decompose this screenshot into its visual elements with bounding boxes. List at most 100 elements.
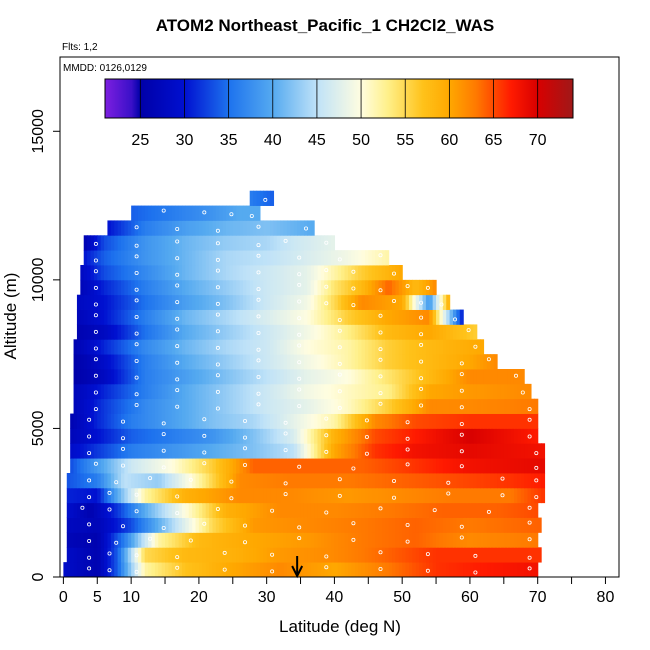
band-cell — [256, 294, 261, 310]
band-cell — [134, 220, 139, 236]
band-cell — [307, 398, 312, 414]
band-cell — [358, 532, 363, 548]
band-cell — [266, 324, 271, 340]
band-cell — [100, 354, 105, 370]
band-cell — [500, 369, 505, 385]
band-cell — [110, 547, 115, 563]
band-cell — [402, 279, 407, 296]
band-cell — [307, 383, 312, 400]
band-cell — [283, 473, 288, 489]
band-cell — [131, 205, 136, 221]
band-cell — [90, 487, 95, 504]
band-cell — [320, 443, 325, 459]
band-cell — [87, 532, 92, 548]
band-cell — [198, 265, 203, 281]
band-cell — [97, 324, 102, 340]
band-cell — [185, 309, 190, 325]
sample-point — [93, 302, 98, 307]
band-cell — [337, 487, 342, 504]
sample-point — [324, 554, 329, 559]
band-cell — [171, 547, 176, 563]
band-cell — [503, 428, 508, 444]
band-cell — [358, 443, 363, 459]
band-cell — [290, 354, 295, 370]
band-cell — [124, 279, 129, 296]
band-cell — [215, 473, 220, 489]
band-cell — [124, 354, 129, 370]
band-cell — [273, 279, 278, 296]
band-cell — [303, 562, 308, 577]
band-cell — [344, 339, 349, 355]
band-cell — [297, 369, 302, 385]
band-cell — [381, 294, 386, 310]
band-cell — [192, 532, 197, 548]
band-cell — [439, 354, 444, 370]
sample-point — [378, 330, 383, 335]
band-cell — [317, 487, 322, 504]
band-cell — [361, 443, 366, 459]
band-cell — [490, 473, 495, 489]
band-cell — [419, 502, 424, 518]
band-cell — [314, 428, 319, 444]
band-cell — [395, 547, 400, 563]
band-cell — [97, 517, 102, 533]
band-cell — [415, 383, 420, 400]
band-cell — [212, 220, 217, 236]
sample-point — [249, 213, 254, 218]
sample-point — [256, 347, 261, 352]
band-cell — [205, 547, 210, 563]
band-cell — [368, 369, 373, 385]
sample-point — [175, 511, 180, 516]
band-cell — [429, 547, 434, 563]
band-cell — [110, 443, 115, 459]
band-cell — [493, 443, 498, 459]
band-cell — [334, 250, 339, 266]
sample-point — [175, 316, 180, 321]
sample-point — [459, 524, 464, 529]
band-cell — [473, 547, 478, 563]
band-cell — [429, 458, 434, 474]
band-cell — [412, 428, 417, 444]
band-cell — [419, 339, 424, 355]
band-cell — [341, 250, 346, 266]
band-cell — [80, 265, 85, 281]
band-cell — [314, 413, 319, 429]
sample-point — [256, 243, 261, 248]
band-cell — [358, 487, 363, 504]
band-cell — [280, 517, 285, 533]
band-cell — [398, 532, 403, 548]
band-cell — [209, 265, 214, 281]
band-cell — [334, 458, 339, 474]
band-cell — [297, 443, 302, 459]
band-cell — [87, 294, 92, 310]
band-cell — [524, 383, 529, 400]
band-cell — [236, 562, 241, 577]
band-cell — [473, 473, 478, 489]
band-cell — [188, 339, 193, 355]
band-cell — [442, 324, 447, 340]
band-cell — [402, 383, 407, 400]
band-cell — [158, 458, 163, 474]
band-cell — [93, 413, 98, 429]
band-cell — [286, 398, 291, 414]
sample-point — [473, 570, 478, 575]
sample-point — [188, 538, 193, 543]
band-cell — [188, 562, 193, 577]
band-cell — [466, 428, 471, 444]
sample-point — [93, 407, 98, 412]
band-cell — [219, 294, 224, 310]
band-cell — [297, 547, 302, 563]
band-cell — [513, 428, 518, 444]
band-cell — [131, 383, 136, 400]
band-cell — [286, 265, 291, 281]
band-cell — [510, 369, 515, 385]
band-cell — [229, 532, 234, 548]
sample-point — [114, 480, 119, 485]
band-cell — [388, 487, 393, 504]
band-cell — [141, 235, 146, 251]
sample-point — [378, 401, 383, 406]
band-cell — [388, 324, 393, 340]
sample-point — [473, 344, 478, 349]
sample-point — [378, 391, 383, 396]
sample-point — [283, 238, 288, 243]
